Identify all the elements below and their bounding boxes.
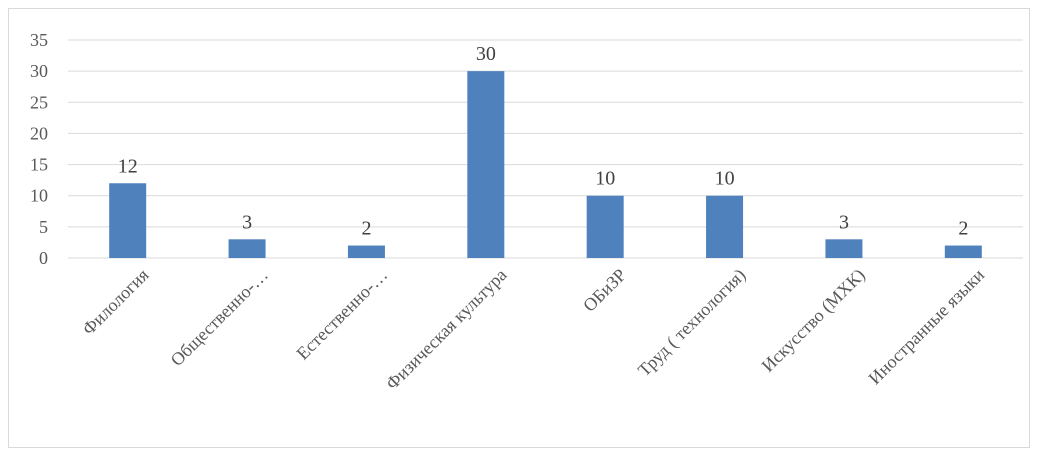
bar-0: [109, 183, 147, 258]
y-tick-label: 30: [30, 61, 48, 81]
data-label-1: 3: [242, 211, 252, 233]
category-label-2: Естественно-…: [292, 265, 391, 364]
data-label-0: 12: [118, 155, 138, 177]
data-label-3: 30: [476, 43, 496, 65]
bar-7: [944, 245, 982, 258]
y-tick-label: 0: [39, 248, 48, 268]
category-label-0: Филология: [78, 265, 152, 339]
bar-1: [228, 239, 266, 258]
category-label-1: Общественно-…: [167, 265, 272, 370]
category-label-5: Труд ( технология): [634, 265, 750, 381]
y-tick-label: 10: [30, 186, 48, 206]
y-tick-label: 5: [39, 217, 48, 237]
bar-4: [586, 195, 624, 258]
y-tick-label: 25: [30, 92, 48, 112]
data-label-7: 2: [958, 218, 968, 240]
category-label-3: Физическая культура: [382, 265, 511, 394]
x-axis-category-labels: Филология Общественно-… Естественно-…Физич…: [78, 264, 988, 393]
bar-3: [467, 71, 505, 259]
bar-2: [347, 245, 385, 258]
category-label-7: Иностранные языки: [864, 264, 988, 388]
y-axis-tick-labels: 0 5 10 15 20 25 30 35: [30, 30, 48, 268]
bar-6: [825, 239, 863, 258]
chart-frame: [8, 8, 1030, 448]
bar-series: [109, 71, 982, 259]
data-labels: 12 3 2 30 10 10 3 2: [118, 43, 969, 239]
data-label-5: 10: [715, 168, 735, 190]
data-label-2: 2: [361, 218, 371, 240]
category-label-6: Искусство (МХК): [758, 265, 870, 377]
category-label-4: ОБиЗР: [579, 265, 630, 316]
bar-5: [706, 195, 744, 258]
data-label-6: 3: [839, 211, 849, 233]
y-tick-label: 15: [30, 155, 48, 175]
data-label-4: 10: [595, 168, 615, 190]
y-tick-label: 35: [30, 30, 48, 50]
y-tick-label: 20: [30, 123, 48, 143]
gridlines: [68, 39, 1023, 259]
